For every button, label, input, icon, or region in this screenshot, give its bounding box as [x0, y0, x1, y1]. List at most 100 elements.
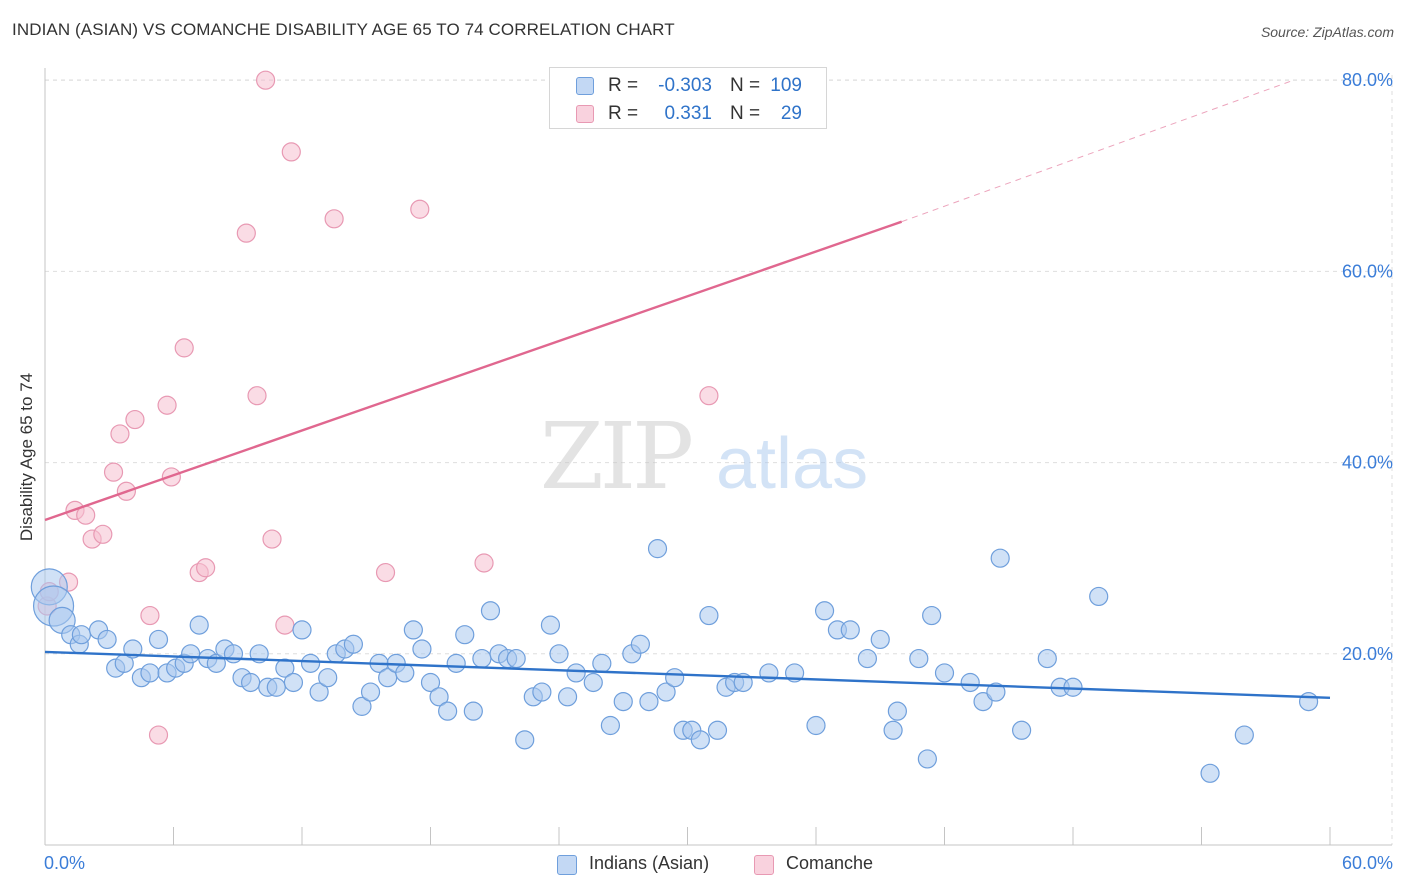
data-point	[174, 338, 194, 358]
data-point	[292, 620, 312, 640]
data-point	[806, 715, 826, 736]
data-point	[429, 687, 449, 707]
r-value: 0.331	[664, 103, 712, 124]
data-point	[870, 629, 890, 650]
data-point	[540, 615, 561, 635]
correlation-legend: R = -0.303 N = 109 R = 0.331 N = 29	[549, 67, 827, 129]
data-point	[532, 682, 552, 702]
data-point	[93, 524, 113, 544]
data-point	[557, 687, 578, 707]
data-point	[887, 701, 907, 721]
data-point	[410, 199, 430, 219]
data-point	[934, 663, 955, 683]
data-point	[566, 663, 586, 683]
data-point	[707, 720, 728, 740]
data-point	[266, 677, 286, 697]
data-point	[639, 691, 659, 712]
y-tick-label: 60.0%	[1342, 261, 1393, 281]
data-point	[1037, 648, 1057, 669]
n-value: 29	[780, 103, 802, 124]
data-point	[196, 558, 216, 578]
data-point	[181, 644, 201, 664]
data-point	[241, 672, 261, 693]
data-point	[103, 462, 124, 482]
trend-lines	[44, 79, 1331, 699]
watermark-atlas: atlas	[716, 424, 868, 504]
data-point	[630, 634, 650, 654]
legend-row-indians: R = -0.303 N = 109	[550, 73, 826, 99]
data-point	[236, 223, 256, 243]
tick-labels: 20.0% 40.0% 60.0% 80.0% 0.0% 60.0%	[44, 70, 1393, 873]
data-point	[455, 625, 475, 645]
data-point	[690, 730, 710, 750]
trend-line	[44, 220, 903, 522]
data-point	[857, 648, 878, 669]
data-point	[446, 653, 466, 673]
data-point	[300, 653, 321, 673]
data-point	[840, 620, 860, 640]
data-point	[71, 625, 92, 645]
data-point	[255, 70, 276, 90]
data-point	[474, 553, 494, 573]
data-point	[665, 668, 685, 688]
pink-swatch	[754, 855, 774, 875]
y-tick-label: 80.0%	[1342, 70, 1393, 90]
data-point	[600, 715, 621, 736]
data-point	[549, 644, 569, 664]
legend-row-comanche: R = 0.331 N = 29	[550, 101, 826, 127]
data-point	[343, 634, 363, 654]
data-point	[223, 644, 244, 664]
data-point	[140, 605, 160, 626]
data-point	[360, 682, 381, 702]
legend-label: Indians (Asian)	[589, 853, 710, 873]
watermark-zip: ZIP	[540, 403, 691, 510]
data-point	[472, 648, 492, 669]
data-point	[157, 395, 177, 415]
data-point	[515, 730, 535, 750]
data-point	[909, 648, 929, 669]
data-point	[375, 562, 396, 583]
data-point	[275, 658, 295, 678]
data-point	[110, 424, 130, 444]
data-point	[189, 615, 209, 635]
data-point	[148, 725, 169, 745]
data-point	[463, 701, 483, 721]
watermark: ZIP atlas	[540, 403, 868, 510]
data-point	[1298, 691, 1319, 712]
data-point	[960, 672, 980, 693]
data-point	[1089, 586, 1109, 607]
r-label: R =	[608, 103, 639, 124]
data-point	[262, 529, 282, 549]
data-point	[412, 639, 432, 659]
blue-swatch	[557, 855, 577, 875]
data-point	[125, 409, 145, 430]
r-label: R =	[608, 75, 639, 96]
data-point	[1200, 763, 1220, 783]
data-point	[140, 663, 160, 683]
data-point	[883, 720, 903, 740]
data-point	[592, 653, 612, 673]
data-point	[990, 548, 1010, 568]
data-point	[647, 539, 668, 559]
blue-swatch	[576, 77, 594, 95]
data-point	[324, 209, 344, 229]
data-point	[613, 691, 633, 712]
data-point	[480, 601, 501, 621]
data-point	[148, 629, 169, 650]
data-point	[656, 682, 676, 702]
data-point	[97, 629, 117, 650]
data-point	[1234, 725, 1254, 745]
r-value: -0.303	[658, 75, 712, 96]
axes	[44, 68, 1392, 846]
data-point	[699, 605, 719, 626]
data-point	[281, 142, 301, 162]
n-label: N =	[730, 75, 761, 96]
trend-line	[44, 650, 1331, 699]
source-note: Source: ZipAtlas.com	[1260, 24, 1394, 40]
data-point	[814, 601, 835, 621]
data-point	[583, 672, 603, 693]
chart-title: INDIAN (ASIAN) VS COMANCHE DISABILITY AG…	[12, 20, 675, 39]
pink-swatch	[576, 105, 594, 123]
data-point	[922, 605, 942, 626]
